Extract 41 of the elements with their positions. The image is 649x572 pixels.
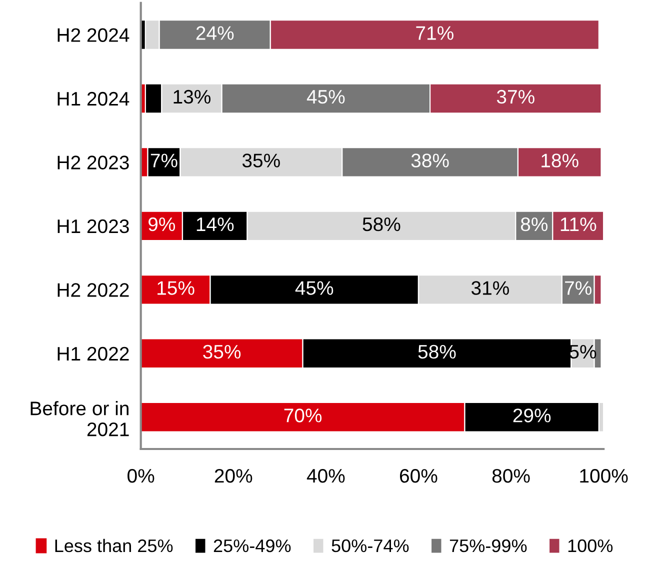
data-label: 5% (569, 344, 596, 359)
data-label: 37% (496, 90, 534, 104)
data-label: 11% (560, 217, 596, 232)
data-label: 29% (513, 408, 551, 422)
x-tick-label: 100% (580, 468, 628, 483)
x-tick-label: 60% (400, 468, 438, 483)
x-tick-label: 40% (306, 468, 345, 483)
y-tick-label: H2 2023 (58, 156, 129, 170)
y-tick-label: H1 2024 (58, 92, 130, 106)
legend-label: Less than 25% (55, 538, 173, 552)
data-label: 14% (196, 217, 234, 232)
data-label: 15% (158, 281, 194, 295)
data-label: 45% (306, 90, 345, 104)
x-tick-label: 0% (128, 468, 154, 483)
data-label: 71% (416, 26, 454, 40)
legend-label: 50%-74% (332, 539, 409, 552)
legend-label: 75%-99% (450, 539, 527, 552)
y-tick-label: H2 2024 (58, 28, 130, 42)
data-label: 31% (471, 281, 509, 295)
y-tick-label: H1 2023 (58, 219, 129, 234)
data-label: 13% (174, 90, 210, 104)
legend-label: 100% (568, 539, 613, 552)
data-label: 35% (242, 154, 280, 168)
data-label: 45% (295, 281, 334, 295)
data-label: 8% (520, 217, 548, 232)
y-tick-label: Before or in 2021 (30, 401, 129, 436)
data-label: 70% (284, 408, 322, 422)
data-label: 24% (196, 26, 234, 40)
data-label: 58% (418, 344, 456, 359)
data-label: 58% (362, 217, 400, 232)
data-label: 7% (565, 281, 592, 295)
x-tick-label: 80% (492, 468, 530, 483)
data-label: 7% (150, 154, 178, 168)
data-label: 9% (148, 217, 176, 232)
data-label: 38% (411, 154, 449, 168)
y-tick-label: H1 2022 (58, 346, 129, 361)
legend-label: 25%-49% (214, 539, 291, 552)
x-tick-label: 20% (214, 468, 252, 483)
y-tick-label: H2 2022 (58, 283, 129, 297)
data-label: 18% (542, 154, 578, 168)
data-label: 35% (203, 344, 241, 359)
